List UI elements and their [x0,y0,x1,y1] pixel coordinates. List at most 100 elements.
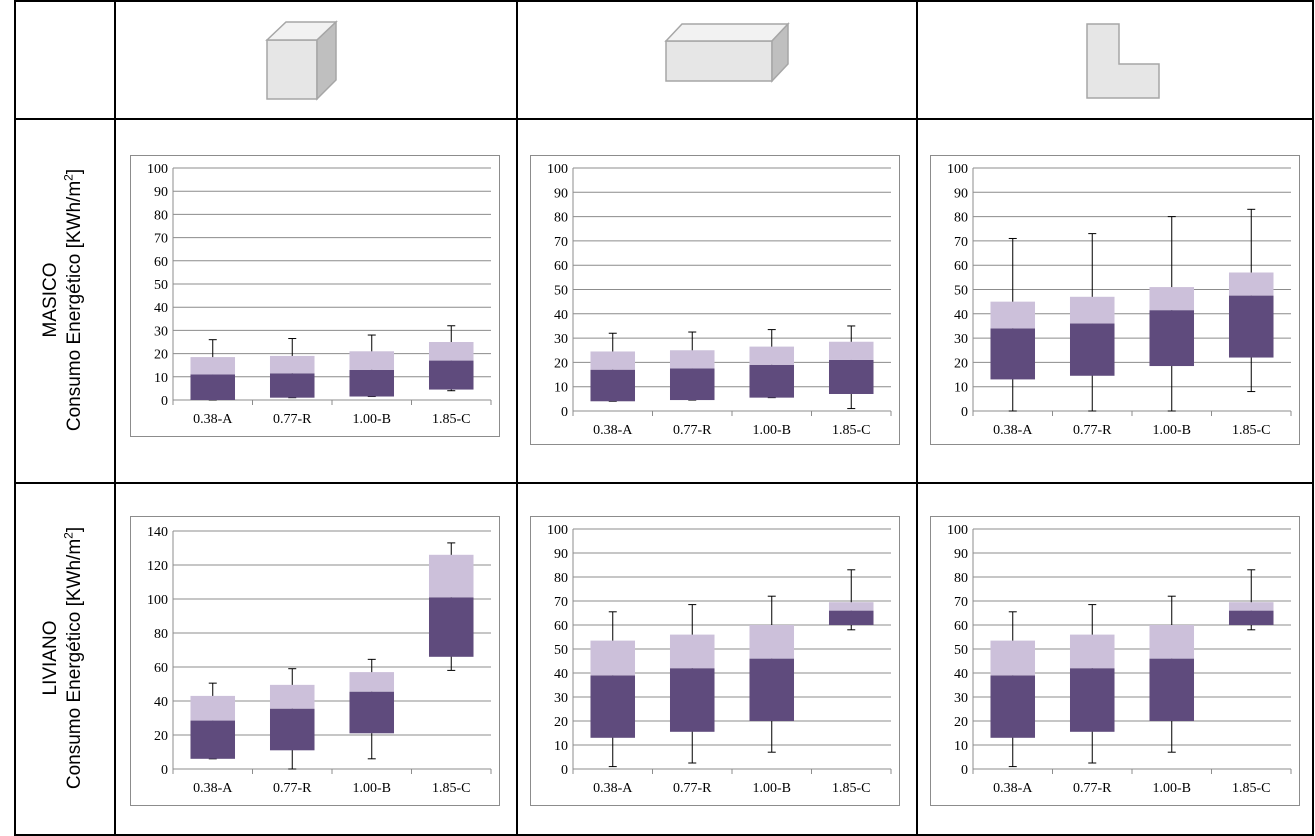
box-upper [428,342,474,361]
x-tick-label: 1.00-B [753,423,792,438]
y-tick-label: 20 [954,356,968,371]
y-tick-label: 60 [154,661,168,676]
y-tick-label: 90 [154,185,168,200]
y-tick-label: 90 [554,186,568,201]
box-upper [190,695,236,721]
box-upper [1149,287,1195,311]
y-tick-label: 100 [147,593,168,608]
y-tick-label: 80 [154,627,168,642]
y-tick-label: 0 [961,763,968,778]
table-col-divider-1 [114,0,116,836]
y-tick-label: 100 [947,162,968,177]
y-tick-label: 90 [954,186,968,201]
x-tick-label: 0.77-R [673,781,712,796]
y-tick-label: 30 [954,332,968,347]
x-tick-label: 1.00-B [353,781,392,796]
x-tick-label: 1.00-B [1153,423,1192,438]
box-upper [349,672,395,692]
box-lower [749,364,795,398]
y-tick-label: 0 [961,405,968,420]
y-tick-label: 0 [561,763,568,778]
row-measure: Consumo Energético [KWh/m2] [61,526,85,790]
box-lower [190,720,236,759]
y-tick-label: 60 [154,255,168,270]
y-tick-label: 60 [954,259,968,274]
box-lower [669,368,715,401]
chart-liviano-l: 0 10 20 30 40 50 60 70 80 90 100 0.38-A 0.77-R 1.00-B… [930,516,1300,806]
box-upper [1228,272,1274,296]
y-tick-label: 20 [554,356,568,371]
y-tick-label: 0 [161,394,168,409]
box-lower [669,668,715,732]
y-tick-label: 100 [547,523,568,538]
table-row-divider-1 [14,118,1314,120]
box-upper [269,355,315,374]
y-tick-label: 10 [554,381,568,396]
y-tick-label: 10 [554,739,568,754]
y-tick-label: 20 [554,715,568,730]
box-lower [269,708,315,751]
box-lower [428,597,474,657]
y-tick-label: 70 [954,235,968,250]
y-tick-label: 90 [954,547,968,562]
x-tick-label: 0.77-R [273,781,312,796]
x-tick-label: 0.38-A [193,412,233,427]
y-tick-label: 50 [954,643,968,658]
y-tick-label: 60 [554,259,568,274]
table-border-bottom [14,834,1314,836]
x-tick-label: 0.38-A [993,423,1033,438]
box-upper [349,351,395,370]
box-upper [1149,625,1195,659]
y-tick-label: 100 [147,162,168,177]
box-lower [1228,295,1274,358]
elongated-box-icon [664,22,790,83]
chart-svg: 0 10 20 30 40 50 60 70 80 90 100 0.38-A 0.77-R 1.00-B… [547,162,892,438]
x-tick-label: 0.77-R [1073,423,1112,438]
chart-masico-l: 0 10 20 30 40 50 60 70 80 90 100 0.38-A 0.77-R 1.00-B… [930,155,1300,445]
y-tick-label: 30 [154,324,168,339]
box-upper [1069,634,1115,669]
table-border-left [14,0,16,836]
y-tick-label: 30 [954,691,968,706]
y-tick-label: 20 [954,715,968,730]
y-tick-label: 10 [954,739,968,754]
box-lower [349,691,395,734]
y-tick-label: 50 [954,284,968,299]
y-tick-label: 10 [154,371,168,386]
chart-svg: 0 10 20 30 40 50 60 70 80 90 100 0.38-A 0.77-R 1.00-B… [547,523,892,796]
chart-masico-cube: 0 10 20 30 40 50 60 70 80 90 100 0.38-A 0.77-R 1.00-B… [130,155,500,437]
box-lower [590,369,636,402]
x-tick-label: 0.38-A [193,781,233,796]
x-tick-label: 0.77-R [273,412,312,427]
y-tick-label: 0 [161,763,168,778]
y-tick-label: 40 [154,695,168,710]
chart-svg: 0 10 20 30 40 50 60 70 80 90 100 0.38-A 0.77-R 1.00-B… [147,162,492,427]
y-tick-label: 40 [954,308,968,323]
x-tick-label: 1.00-B [353,412,392,427]
y-tick-label: 70 [554,595,568,610]
box-upper [828,341,874,360]
y-tick-label: 10 [954,381,968,396]
chart-svg: 0 10 20 30 40 50 60 70 80 90 100 0.38-A 0.77-R 1.00-B… [947,162,1292,438]
box-lower [349,369,395,397]
x-tick-label: 0.38-A [993,781,1033,796]
y-tick-label: 80 [954,571,968,586]
box-lower [428,360,474,390]
y-tick-label: 20 [154,348,168,363]
y-tick-label: 40 [154,301,168,316]
y-tick-label: 30 [554,691,568,706]
y-tick-label: 70 [154,232,168,247]
y-tick-label: 60 [954,619,968,634]
box-upper [1069,296,1115,324]
box-upper [590,351,636,370]
y-tick-label: 100 [947,523,968,538]
y-tick-label: 0 [561,405,568,420]
box-lower [990,675,1036,738]
y-tick-label: 80 [954,211,968,226]
x-tick-label: 0.38-A [593,423,633,438]
box-upper [269,684,315,709]
table-row-divider-2 [14,482,1314,484]
chart-svg: 0 10 20 30 40 50 60 70 80 90 100 0.38-A 0.77-R 1.00-B… [947,523,1292,796]
table-border-right [1312,0,1314,836]
y-tick-label: 100 [547,162,568,177]
